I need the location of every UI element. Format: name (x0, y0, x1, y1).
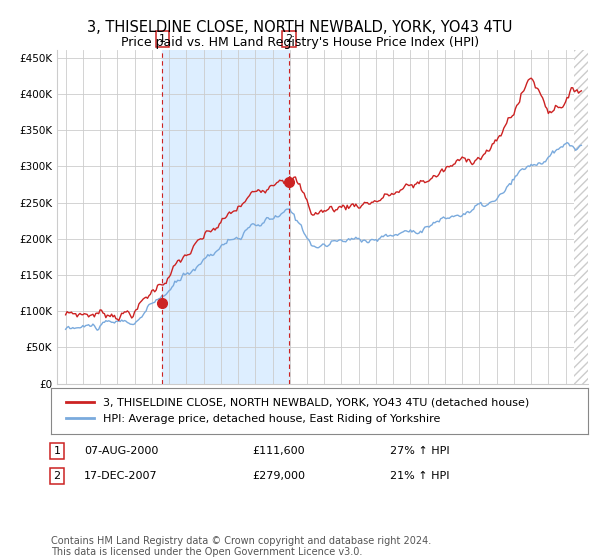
Text: 17-DEC-2007: 17-DEC-2007 (84, 471, 158, 481)
Text: Price paid vs. HM Land Registry's House Price Index (HPI): Price paid vs. HM Land Registry's House … (121, 36, 479, 49)
Text: 1: 1 (158, 34, 166, 44)
Text: 07-AUG-2000: 07-AUG-2000 (84, 446, 158, 456)
Bar (574, 50, 588, 384)
Text: 2: 2 (53, 471, 61, 481)
Text: Contains HM Land Registry data © Crown copyright and database right 2024.
This d: Contains HM Land Registry data © Crown c… (51, 535, 431, 557)
Legend: 3, THISELDINE CLOSE, NORTH NEWBALD, YORK, YO43 4TU (detached house), HPI: Averag: 3, THISELDINE CLOSE, NORTH NEWBALD, YORK… (62, 393, 534, 428)
Bar (162, 50, 289, 384)
Text: £279,000: £279,000 (252, 471, 305, 481)
Text: 1: 1 (53, 446, 61, 456)
Text: 27% ↑ HPI: 27% ↑ HPI (390, 446, 449, 456)
Text: £111,600: £111,600 (252, 446, 305, 456)
Text: 3, THISELDINE CLOSE, NORTH NEWBALD, YORK, YO43 4TU: 3, THISELDINE CLOSE, NORTH NEWBALD, YORK… (88, 20, 512, 35)
Text: 21% ↑ HPI: 21% ↑ HPI (390, 471, 449, 481)
Text: 2: 2 (286, 34, 293, 44)
